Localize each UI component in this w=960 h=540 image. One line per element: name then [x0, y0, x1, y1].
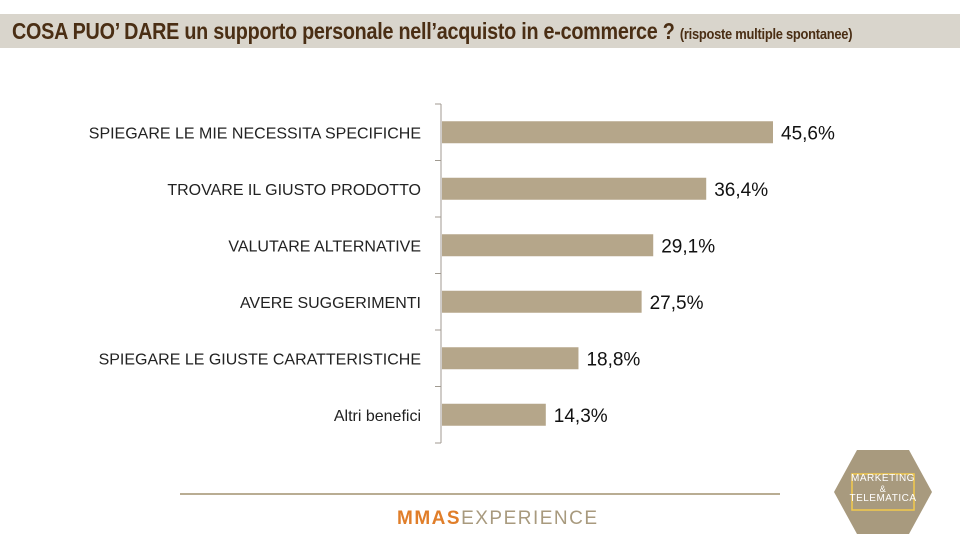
- bar-5: [442, 347, 579, 370]
- data-label: 45,6%: [781, 123, 835, 144]
- bar-3: [442, 234, 654, 257]
- data-label: 36,4%: [714, 180, 768, 201]
- bar-4: [442, 290, 642, 313]
- data-label: 29,1%: [661, 236, 715, 257]
- chart-title-main: COSA PUO’ DARE un supporto personale nel…: [12, 18, 675, 44]
- footer-brand: MMASEXPERIENCE: [397, 508, 599, 530]
- category-label: VALUTARE ALTERNATIVE: [228, 238, 421, 255]
- data-label: 27,5%: [650, 293, 704, 314]
- logo-line-2: TELEMATICA: [849, 493, 917, 504]
- data-label: 14,3%: [554, 406, 608, 427]
- category-label: TROVARE IL GIUSTO PRODOTTO: [167, 182, 421, 199]
- logo-line-1: MARKETING: [851, 473, 915, 484]
- category-label: SPIEGARE LE MIE NECESSITA SPECIFICHE: [89, 125, 421, 142]
- brand-part-1: MMAS: [397, 508, 462, 529]
- category-label: Altri benefici: [334, 408, 421, 425]
- title-band: [0, 14, 960, 48]
- logo-text: MARKETING & TELEMATICA: [832, 473, 934, 505]
- chart-title: COSA PUO’ DARE un supporto personale nel…: [12, 18, 853, 45]
- category-label: SPIEGARE LE GIUSTE CARATTERISTICHE: [99, 351, 421, 368]
- bar-6: [442, 403, 546, 426]
- data-label: 18,8%: [586, 349, 640, 370]
- bar-2: [442, 177, 707, 200]
- logo-ampersand: &: [879, 484, 887, 494]
- category-label: AVERE SUGGERIMENTI: [240, 295, 421, 312]
- footer-divider: [180, 493, 780, 495]
- chart-subtitle: (risposte multiple spontanee): [679, 26, 853, 43]
- brand-part-2: EXPERIENCE: [461, 508, 599, 529]
- marketing-telematica-logo: [834, 450, 932, 534]
- bar-1: [442, 121, 773, 144]
